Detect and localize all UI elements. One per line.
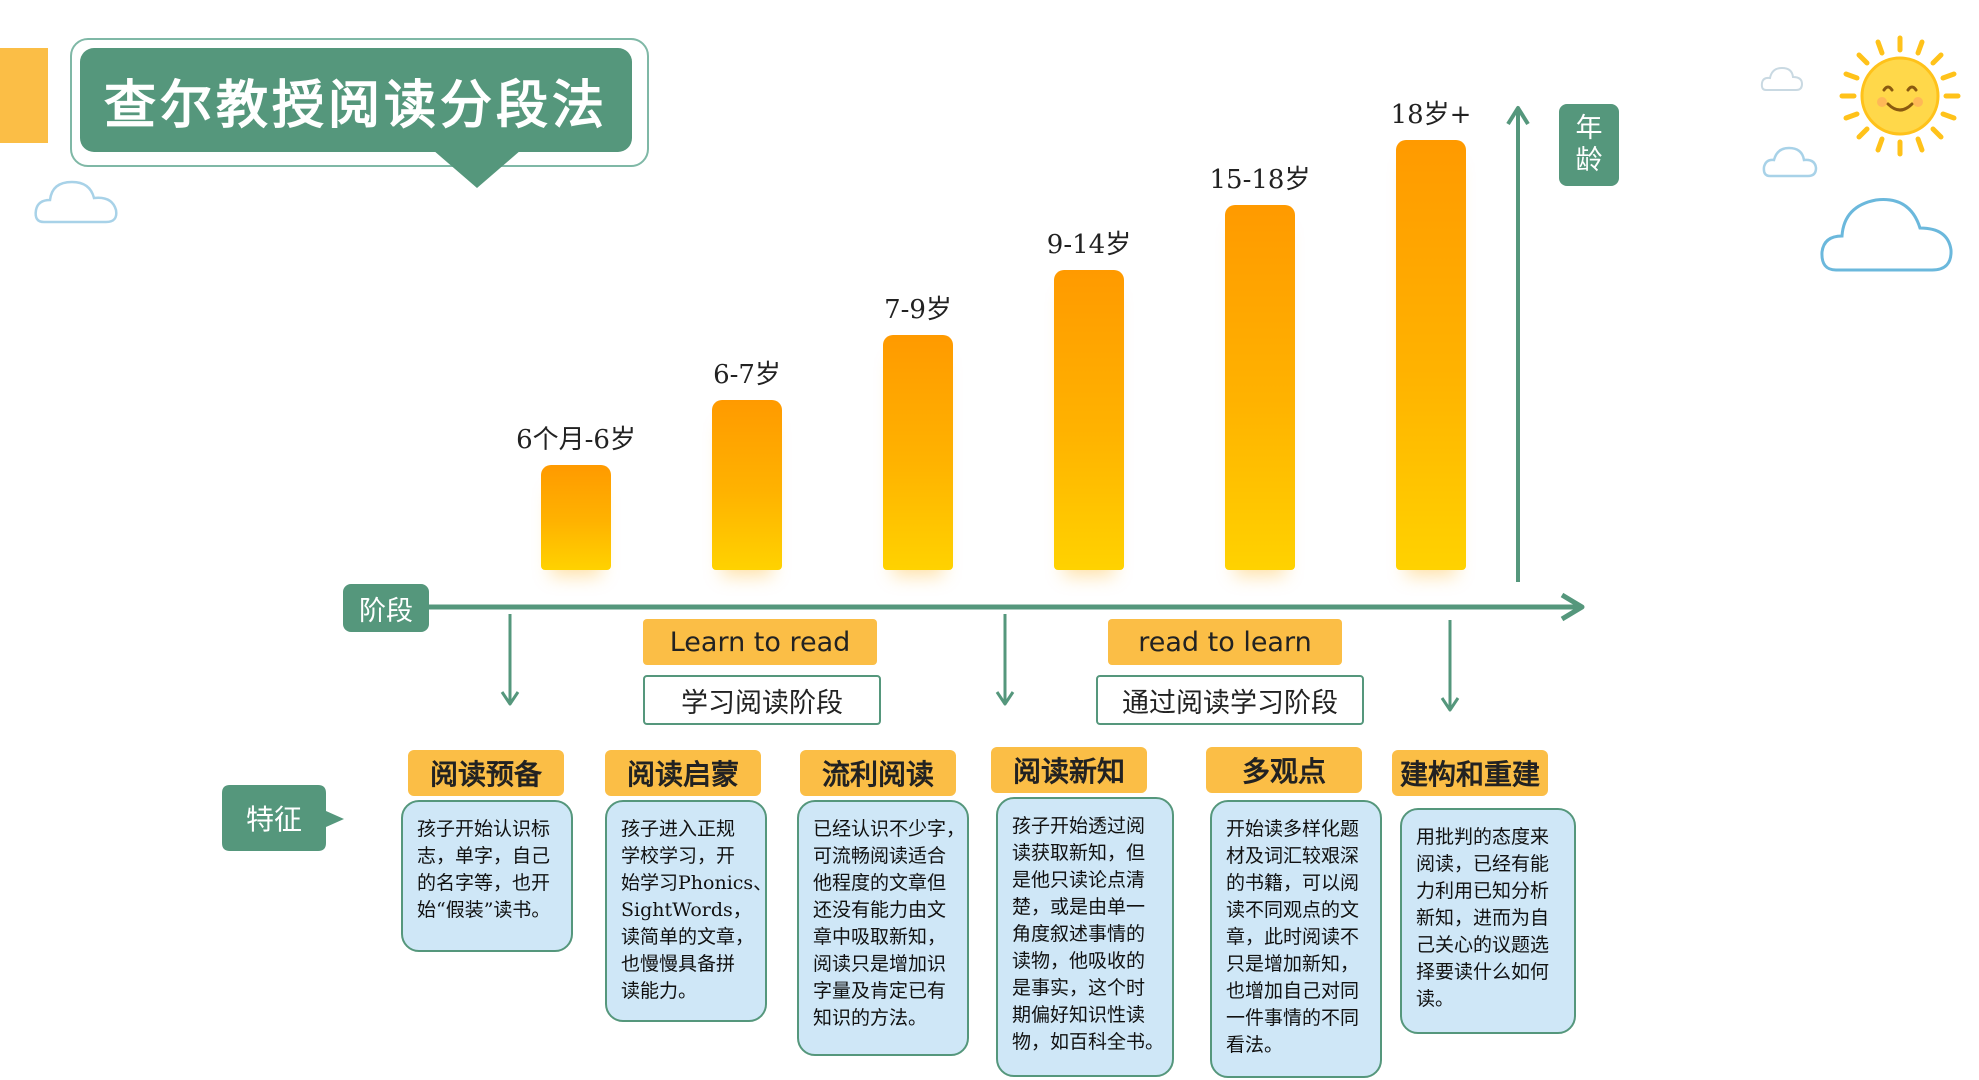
feature-card-line: 孩子进入正规	[621, 818, 736, 840]
feature-card-line: 只是增加新知，	[1226, 953, 1360, 975]
stage-age-label-6: 18岁+	[1390, 100, 1472, 130]
feature-card-line: 也增加自己对同	[1226, 980, 1360, 1002]
feature-card-line: 读能力。	[621, 980, 698, 1002]
feature-title-6: 建构和重建	[1392, 750, 1548, 796]
feature-card-4: 孩子开始透过阅 读获取新知，但 是他只读论点清 楚，或是由单一 角度叙述事情的 读物，他吸…	[996, 797, 1174, 1077]
feature-title-2: 阅读启蒙	[605, 750, 761, 796]
feature-card-line: 孩子开始透过阅	[1012, 815, 1146, 837]
feature-card-line: 的书籍，可以阅	[1226, 872, 1360, 894]
age-axis-label: 年 龄	[1559, 104, 1619, 186]
cloud-icon-large-right	[1820, 198, 1953, 272]
feature-card-line: 读物，他吸收的	[1012, 950, 1146, 972]
divider-arrowhead-3	[1440, 697, 1460, 712]
stage-axis-arrowhead	[1560, 592, 1585, 622]
feature-card-line: 志，单字，自己	[417, 845, 551, 867]
feature-card-5: 开始读多样化题 材及词汇较艰深 的书籍，可以阅 读不同观点的文 章，此时阅读不 只是增加新…	[1210, 800, 1382, 1078]
feature-card-line: 可流畅阅读适合	[813, 845, 947, 867]
feature-card-line: 读。	[1416, 988, 1455, 1010]
divider-arrowhead-1	[500, 691, 520, 706]
stage-axis-label: 阶段	[343, 584, 429, 632]
feature-card-2: 孩子进入正规 学校学习，开始学习Phonics、 SightWords， 读简单的文章…	[605, 800, 773, 1022]
cloud-icon-small-mid	[1762, 146, 1818, 178]
feature-card-line: 他程度的文章但	[813, 872, 947, 894]
feature-card-line: 看法。	[1226, 1034, 1284, 1056]
feature-card-line: 新知，进而为自	[1416, 907, 1550, 929]
page-title: 查尔教授阅读分段法	[103, 74, 608, 136]
feature-card-line: 字量及肯定已有	[813, 980, 947, 1002]
stage-bar-6	[1396, 140, 1466, 570]
feature-label-shape	[222, 785, 344, 851]
feature-card-line: 择要读什么如何	[1416, 961, 1550, 983]
sun-icon	[1839, 35, 1961, 157]
age-axis-label-line2: 龄	[1575, 145, 1603, 176]
stage-bar-2	[712, 400, 782, 570]
feature-card-line: 的名字等，也开	[417, 872, 551, 894]
feature-card-line: 材及词汇较艰深	[1226, 845, 1360, 867]
feature-label: 特征	[245, 803, 302, 836]
feature-card-line: 己关心的议题选	[1416, 934, 1550, 956]
feature-card-line: 期偏好知识性读	[1012, 1004, 1146, 1026]
feature-card-line: 读获取新知，但	[1012, 842, 1146, 864]
feature-title-1: 阅读预备	[408, 750, 564, 796]
feature-card-line: 是他只读论点清	[1012, 869, 1146, 891]
feature-card-line: 力利用已知分析	[1416, 880, 1550, 902]
title-banner	[80, 48, 632, 152]
feature-card-line: 知识的方法。	[813, 1007, 928, 1029]
title-banner-pointer	[433, 150, 521, 188]
age-axis-arrowhead	[1506, 106, 1530, 126]
phase-read-to-learn-chinese: 通过阅读学习阶段	[1096, 675, 1364, 725]
feature-card-line: 已经认识不少字，	[813, 818, 966, 840]
divider-arrowhead-2	[995, 691, 1015, 706]
stage-bar-5	[1225, 205, 1295, 570]
feature-title-4: 阅读新知	[991, 747, 1147, 793]
feature-card-line: 一件事情的不同	[1226, 1007, 1360, 1029]
feature-card-line: 阅读只是增加识	[813, 953, 947, 975]
feature-card-line: 读不同观点的文	[1226, 899, 1360, 921]
phase-learn-to-read-chinese: 学习阅读阶段	[643, 675, 881, 725]
feature-card-line: 阅读，已经有能	[1416, 853, 1550, 875]
left-accent-strip	[0, 48, 48, 143]
feature-card-line: 始学习Phonics、	[621, 872, 773, 894]
feature-card-line: 也慢慢具备拼	[621, 953, 736, 975]
feature-card-line: 物，如百科全书。	[1012, 1031, 1165, 1053]
feature-card-line: 始“假装”读书。	[417, 899, 551, 921]
stage-age-label-1: 6个月-6岁	[516, 425, 636, 455]
phase-learn-to-read-english: Learn to read	[643, 619, 877, 665]
stage-bar-3	[883, 335, 953, 570]
age-axis-label-line1: 年	[1575, 113, 1603, 144]
feature-card-line: 读简单的文章，	[621, 926, 755, 948]
feature-card-line: 学校学习，开	[621, 845, 736, 867]
feature-card-line: 孩子开始认识标	[417, 818, 551, 840]
feature-card-line: 角度叙述事情的	[1012, 923, 1146, 945]
feature-card-line: 楚，或是由单一	[1012, 896, 1146, 918]
feature-card-3: 已经认识不少字， 可流畅阅读适合 他程度的文章但 还没有能力由文 章中吸取新知， 阅读只是…	[797, 800, 969, 1056]
feature-card-1: 孩子开始认识标 志，单字，自己 的名字等，也开 始“假装”读书。	[401, 800, 573, 952]
feature-card-6: 用批判的态度来 阅读，已经有能 力利用已知分析 新知，进而为自 己关心的议题选 择要读什么…	[1400, 808, 1576, 1034]
stage-bar-4	[1054, 270, 1124, 570]
feature-card-line: 章中吸取新知，	[813, 926, 947, 948]
feature-card-line: 开始读多样化题	[1226, 818, 1360, 840]
feature-card-line: SightWords，	[621, 899, 752, 921]
stage-age-label-2: 6-7岁	[713, 360, 781, 390]
feature-title-5: 多观点	[1206, 747, 1362, 793]
feature-card-line: 章，此时阅读不	[1226, 926, 1360, 948]
phase-read-to-learn-english: read to learn	[1108, 619, 1342, 665]
feature-title-3: 流利阅读	[800, 750, 956, 796]
feature-card-line: 用批判的态度来	[1416, 826, 1550, 848]
feature-card-line: 还没有能力由文	[813, 899, 947, 921]
cloud-icon-left	[34, 180, 118, 224]
cloud-icon-small-top	[1760, 66, 1804, 91]
stage-age-label-3: 7-9岁	[884, 295, 952, 325]
feature-card-line: 是事实，这个时	[1012, 977, 1146, 999]
stage-bar-1	[541, 465, 611, 570]
stage-age-label-5: 15-18岁	[1209, 165, 1311, 195]
stage-age-label-4: 9-14岁	[1046, 230, 1132, 260]
